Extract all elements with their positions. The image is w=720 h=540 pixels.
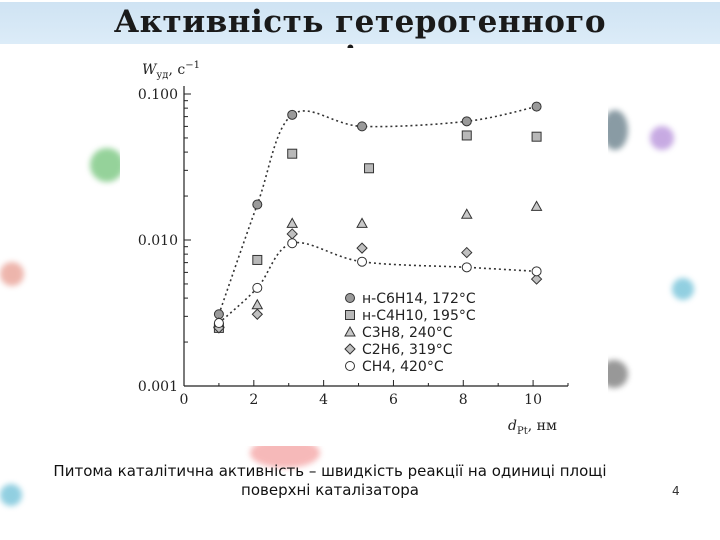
data-point [356, 217, 368, 228]
y-tick-label: 0.010 [138, 233, 178, 249]
legend-marker [345, 361, 355, 371]
data-point [287, 238, 298, 249]
data-point [286, 217, 299, 228]
x-tick-label: 6 [389, 392, 398, 408]
legend-label: C3H8, 240°C [362, 325, 453, 341]
x-axis-label: dPt, нм [508, 418, 557, 437]
data-point [357, 256, 368, 267]
x-tick-label: 10 [524, 392, 542, 408]
background-decoration [90, 148, 124, 182]
legend-marker [345, 293, 355, 303]
data-point [461, 130, 472, 141]
series-fit-line [218, 241, 537, 324]
data-point [531, 101, 542, 112]
x-tick-label: 8 [459, 392, 468, 408]
data-point [286, 228, 298, 240]
title-band [0, 2, 720, 44]
data-point [531, 266, 542, 277]
data-point [531, 131, 542, 142]
data-point [356, 242, 368, 254]
legend-label: н-C6H14, 172°C [362, 291, 476, 307]
legend-marker [345, 310, 355, 320]
legend-marker [344, 343, 356, 355]
chart-panel: 0 2 4 6 8 10 0.001 0.010 0.100 Wуд, с−1 dPt, нм н-C… [120, 48, 608, 446]
data-point [530, 200, 543, 211]
x-tick-label: 0 [180, 392, 189, 408]
legend-label: CH4, 420°C [362, 359, 444, 375]
data-point [287, 148, 298, 159]
data-point [460, 208, 473, 219]
data-point [530, 273, 543, 285]
background-decoration [650, 126, 674, 150]
data-point [461, 262, 472, 273]
data-point [251, 298, 264, 310]
legend-label: н-C4H10, 195°C [362, 308, 476, 324]
data-point [357, 121, 368, 132]
background-decoration [0, 262, 24, 286]
background-decoration [672, 278, 694, 300]
background-decoration [0, 484, 22, 506]
page-number: 4 [672, 484, 680, 498]
data-point [252, 199, 263, 210]
data-point [252, 282, 263, 293]
data-point [251, 308, 264, 320]
data-point [252, 254, 263, 265]
x-tick-label: 2 [249, 392, 258, 408]
data-point [287, 109, 298, 120]
y-tick-label: 0.001 [138, 379, 178, 395]
legend-label: C2H6, 319°C [362, 342, 453, 358]
series-fit-line [218, 105, 537, 315]
y-axis-label: Wуд, с−1 [142, 60, 200, 81]
x-tick-label: 4 [319, 392, 328, 408]
chart: 0 2 4 6 8 10 0.001 0.010 0.100 Wуд, с−1 dPt, нм н-C… [138, 60, 569, 437]
legend-marker [344, 325, 356, 337]
data-point [461, 116, 472, 127]
data-point [213, 318, 224, 329]
slide-caption: Питома каталітична активність – швидкіст… [53, 462, 607, 499]
y-tick-label: 0.100 [138, 87, 178, 103]
data-point [364, 163, 375, 174]
data-point [461, 246, 473, 259]
